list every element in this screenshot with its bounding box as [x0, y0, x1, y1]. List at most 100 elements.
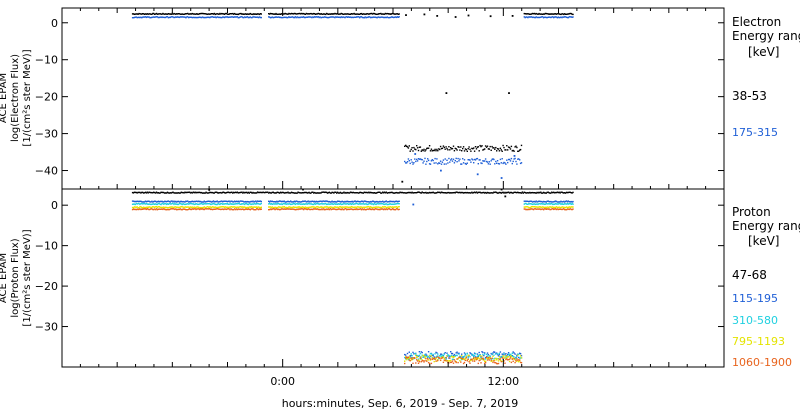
- data-point: [449, 149, 451, 151]
- data-point: [450, 355, 453, 358]
- data-point: [157, 192, 159, 194]
- data-point: [343, 191, 345, 193]
- data-point: [508, 92, 510, 94]
- data-point: [335, 16, 337, 18]
- data-point: [426, 160, 428, 163]
- data-point: [448, 354, 450, 357]
- data-point: [316, 192, 319, 194]
- data-point: [533, 203, 536, 205]
- data-point: [370, 192, 373, 194]
- data-point: [451, 360, 454, 362]
- data-point: [517, 158, 519, 160]
- data-point: [333, 201, 335, 203]
- data-point: [479, 191, 481, 193]
- data-point: [185, 200, 187, 202]
- data-point: [350, 13, 353, 15]
- data-point: [336, 203, 339, 205]
- data-point: [506, 358, 508, 360]
- data-point: [306, 208, 308, 211]
- data-point: [499, 356, 502, 358]
- data-point: [530, 206, 533, 208]
- data-point: [353, 203, 355, 205]
- data-point: [553, 207, 555, 209]
- data-point: [265, 191, 267, 193]
- data-point: [549, 192, 551, 194]
- data-point: [476, 146, 479, 148]
- data-point: [363, 191, 365, 193]
- data-point: [217, 208, 219, 210]
- data-point: [158, 16, 160, 19]
- data-point: [460, 146, 462, 148]
- data-point: [532, 203, 535, 205]
- data-point: [553, 13, 555, 15]
- data-point: [444, 357, 446, 359]
- data-point: [385, 191, 387, 193]
- data-point: [498, 358, 501, 360]
- data-point: [138, 207, 140, 209]
- data-point: [162, 206, 164, 209]
- data-point: [352, 206, 354, 208]
- data-point: [397, 16, 399, 18]
- data-point: [353, 206, 355, 209]
- data-point: [173, 206, 175, 208]
- data-point: [172, 13, 174, 15]
- data-point: [269, 200, 272, 202]
- data-point: [473, 356, 475, 358]
- data-point: [513, 155, 516, 157]
- data-point: [232, 16, 234, 18]
- data-point: [150, 208, 152, 210]
- data-point: [442, 361, 445, 363]
- data-point: [362, 16, 365, 19]
- data-point: [566, 208, 569, 210]
- data-point: [234, 16, 237, 18]
- data-point: [283, 203, 285, 205]
- data-point: [347, 202, 349, 205]
- data-point: [410, 192, 412, 194]
- data-point: [406, 161, 409, 163]
- data-point: [325, 16, 327, 18]
- data-point: [347, 206, 349, 208]
- data-point: [381, 13, 383, 15]
- data-point: [313, 191, 316, 194]
- data-point: [206, 192, 208, 194]
- data-point: [395, 13, 398, 15]
- data-point: [202, 16, 205, 19]
- data-point: [142, 13, 145, 15]
- data-point: [414, 153, 417, 155]
- data-point: [213, 12, 216, 15]
- data-point: [493, 147, 495, 149]
- data-point: [152, 203, 154, 205]
- data-point: [555, 203, 558, 205]
- data-point: [409, 360, 411, 362]
- data-point: [518, 150, 520, 152]
- data-point: [290, 203, 293, 205]
- data-point: [227, 13, 229, 15]
- data-point: [437, 191, 439, 193]
- data-point: [465, 357, 467, 359]
- data-point: [374, 206, 376, 208]
- data-point: [435, 150, 437, 152]
- data-point: [466, 360, 468, 362]
- data-point: [506, 145, 508, 147]
- data-point: [296, 200, 298, 203]
- data-point: [512, 355, 514, 358]
- data-point: [392, 206, 394, 208]
- data-point: [197, 13, 199, 15]
- data-point: [542, 206, 544, 208]
- data-point: [565, 16, 568, 18]
- data-point: [279, 191, 282, 193]
- data-point: [198, 206, 200, 209]
- data-point: [347, 13, 349, 15]
- data-point: [455, 354, 457, 356]
- data-point: [336, 12, 339, 15]
- data-point: [409, 356, 411, 358]
- data-point: [252, 206, 254, 208]
- data-point: [197, 191, 199, 194]
- data-point: [495, 160, 497, 163]
- data-point: [323, 13, 325, 15]
- data-point: [487, 148, 490, 150]
- data-point: [542, 192, 544, 194]
- data-point: [245, 206, 248, 209]
- data-point: [515, 145, 517, 147]
- data-point: [171, 202, 173, 205]
